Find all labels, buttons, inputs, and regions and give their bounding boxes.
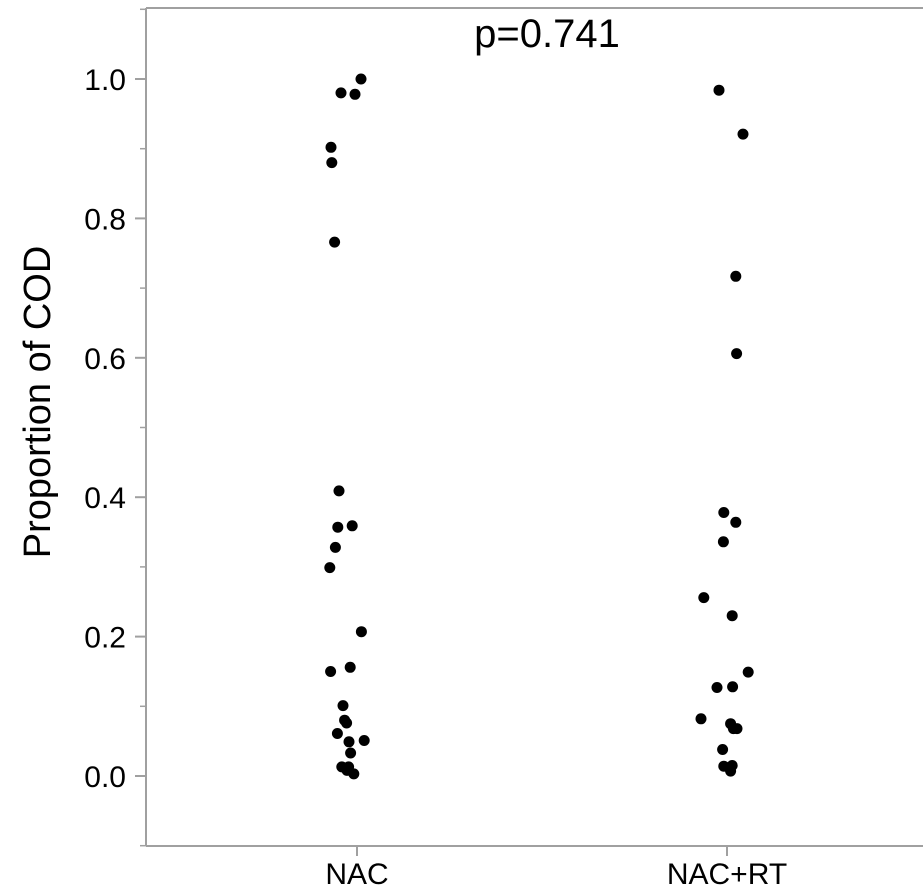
y-tick-label: 0.8 [84, 203, 126, 236]
data-point [355, 626, 367, 638]
x-axis: NAC NAC+RT [325, 846, 787, 888]
p-value-annotation: p=0.741 [474, 12, 620, 56]
data-point [348, 768, 360, 780]
data-point [325, 666, 337, 677]
data-point [349, 88, 361, 100]
data-points [324, 73, 754, 780]
data-point [341, 717, 353, 729]
data-point [713, 84, 725, 96]
data-point [345, 747, 357, 759]
data-point [717, 536, 729, 548]
y-tick-label: 0.0 [84, 761, 126, 794]
data-point [358, 735, 370, 746]
data-point [695, 713, 707, 725]
data-point [737, 128, 749, 140]
data-point [344, 661, 356, 673]
data-point [326, 157, 338, 169]
data-point [335, 87, 347, 99]
data-point [718, 507, 730, 518]
data-point [355, 73, 367, 85]
data-point [730, 516, 742, 528]
data-point [731, 723, 743, 735]
data-point [333, 485, 345, 497]
data-point [731, 348, 743, 360]
data-point [346, 520, 358, 532]
x-category-label: NAC+RT [667, 858, 787, 888]
data-point [332, 521, 344, 533]
data-point [727, 681, 739, 693]
data-point [711, 682, 723, 693]
data-point [725, 765, 737, 777]
data-point [726, 610, 738, 622]
y-tick-label: 1.0 [84, 64, 126, 97]
data-point [717, 744, 729, 755]
plot-frame [145, 7, 923, 847]
y-axis-title: Proportion of COD [17, 246, 59, 559]
y-axis: 0.0 0.2 0.4 0.6 0.8 1.0 [84, 8, 146, 847]
x-category-label: NAC [325, 858, 388, 888]
y-tick-label: 0.6 [84, 343, 126, 376]
data-point [331, 728, 343, 739]
data-point [742, 666, 754, 678]
data-point [324, 562, 336, 574]
data-point [329, 541, 341, 553]
data-point [730, 270, 742, 282]
y-tick-label: 0.4 [84, 482, 126, 515]
data-point [325, 141, 337, 153]
data-point [343, 736, 355, 748]
data-point [337, 700, 349, 712]
y-tick-label: 0.2 [84, 622, 126, 655]
data-point [329, 236, 341, 248]
data-point [698, 592, 710, 604]
